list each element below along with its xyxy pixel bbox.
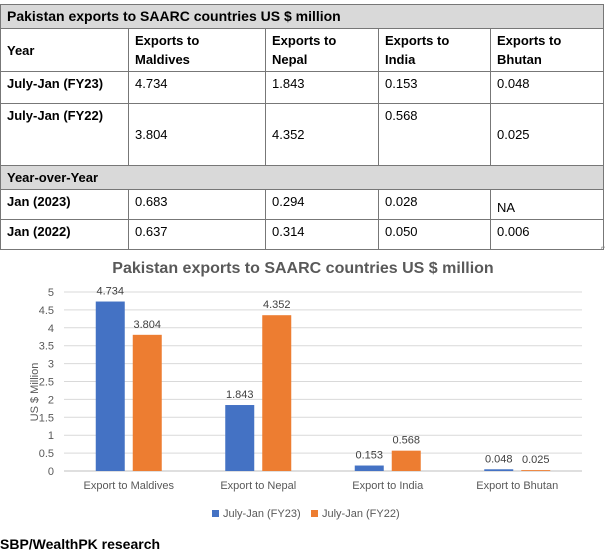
y-tick-labels: 0 0.5 1 1.5 2 2.5 3 3.5 4 4.5 5 bbox=[39, 287, 54, 478]
table-row: Jan (2023) 0.683 0.294 0.028 NA bbox=[0, 189, 605, 220]
header-india: Exports to India bbox=[378, 28, 491, 72]
table-title: Pakistan exports to SAARC countries US $… bbox=[0, 4, 605, 29]
data-label: 0.153 bbox=[355, 450, 383, 462]
table-row: July-Jan (FY23) 4.734 1.843 0.153 0.048 bbox=[0, 71, 605, 104]
cell: 4.734 bbox=[128, 71, 266, 104]
header-maldives: Exports to Maldives bbox=[128, 28, 266, 72]
y-tick-label: 0 bbox=[48, 466, 54, 478]
cell: 0.048 bbox=[489, 71, 605, 104]
bar bbox=[391, 450, 421, 471]
cell: 1.843 bbox=[265, 71, 379, 104]
cell: 0.314 bbox=[265, 219, 379, 250]
legend: July-Jan (FY23) July-Jan (FY22) bbox=[212, 508, 400, 520]
table-row: July-Jan (FY22) 3.804 4.352 0.568 0.025 bbox=[0, 103, 605, 166]
bar bbox=[484, 469, 514, 471]
data-label: 1.843 bbox=[226, 389, 254, 401]
x-tick-labels: Export to Maldives Export to Nepal Export … bbox=[84, 480, 559, 492]
y-tick-label: 3 bbox=[48, 359, 54, 371]
cell: 3.804 bbox=[128, 103, 266, 166]
header-bhutan: Exports to Bhutan bbox=[489, 28, 605, 72]
y-tick-label: 0.5 bbox=[39, 448, 54, 460]
chart-title: Pakistan exports to SAARC countries US $… bbox=[112, 260, 493, 277]
header-nepal: Exports to Nepal bbox=[265, 28, 379, 72]
y-tick-label: 1 bbox=[48, 430, 54, 442]
y-tick-label: 5 bbox=[48, 287, 54, 299]
table-row: Jan (2022) 0.637 0.314 0.050 0.006 bbox=[0, 219, 605, 250]
row-label: July-Jan (FY22) bbox=[0, 103, 129, 166]
data-label: 0.568 bbox=[392, 435, 420, 447]
legend-label: July-Jan (FY22) bbox=[322, 508, 400, 520]
data-label: 4.734 bbox=[96, 286, 124, 298]
source-note: SBP/WealthPK research bbox=[0, 536, 161, 552]
row-label: Jan (2022) bbox=[0, 219, 129, 250]
cell: 0.294 bbox=[265, 189, 379, 220]
exports-table: Pakistan exports to SAARC countries US $… bbox=[0, 4, 605, 250]
legend-swatch bbox=[311, 510, 318, 517]
cell: 0.683 bbox=[128, 189, 266, 220]
bars bbox=[95, 301, 551, 471]
data-labels: 4.734 3.804 1.843 4.352 0.153 0.568 0.048 0.025 bbox=[96, 286, 549, 467]
cell: 0.637 bbox=[128, 219, 266, 250]
bar bbox=[354, 465, 384, 471]
data-label: 0.025 bbox=[522, 454, 550, 466]
cell: NA bbox=[489, 189, 605, 220]
data-label: 3.804 bbox=[133, 319, 161, 331]
cell: 0.153 bbox=[378, 71, 491, 104]
cell: 0.028 bbox=[378, 189, 491, 220]
x-tick-label: Export to Nepal bbox=[220, 480, 296, 492]
cell: 0.025 bbox=[489, 103, 605, 166]
y-axis-label: US $ Million bbox=[29, 363, 41, 422]
y-tick-label: 1.5 bbox=[39, 412, 54, 424]
cell: 0.050 bbox=[378, 219, 491, 250]
x-tick-label: Export to Maldives bbox=[84, 480, 175, 492]
data-label: 0.048 bbox=[485, 453, 513, 465]
cell: 0.006 bbox=[489, 219, 605, 250]
y-tick-label: 2.5 bbox=[39, 377, 54, 389]
y-tick-label: 3.5 bbox=[39, 341, 54, 353]
exports-bar-chart: Pakistan exports to SAARC countries US $… bbox=[29, 260, 582, 520]
cell: 4.352 bbox=[265, 103, 379, 166]
bar bbox=[132, 334, 162, 471]
cell: 0.568 bbox=[378, 103, 491, 166]
bar bbox=[225, 405, 255, 471]
y-tick-label: 4 bbox=[48, 323, 54, 335]
y-tick-label: 2 bbox=[48, 394, 54, 406]
row-label: Jan (2023) bbox=[0, 189, 129, 220]
bar bbox=[95, 301, 125, 471]
x-tick-label: Export to India bbox=[352, 480, 424, 492]
x-tick-label: Export to Bhutan bbox=[476, 480, 558, 492]
data-label: 4.352 bbox=[263, 299, 291, 311]
bar bbox=[521, 470, 551, 471]
section-heading: Year-over-Year bbox=[0, 165, 605, 190]
legend-label: July-Jan (FY23) bbox=[223, 508, 301, 520]
header-year: Year bbox=[0, 28, 129, 72]
bar bbox=[262, 315, 292, 471]
y-tick-label: 4.5 bbox=[39, 305, 54, 317]
resize-handle-icon: ⌐ bbox=[601, 242, 605, 252]
legend-swatch bbox=[212, 510, 219, 517]
row-label: July-Jan (FY23) bbox=[0, 71, 129, 104]
